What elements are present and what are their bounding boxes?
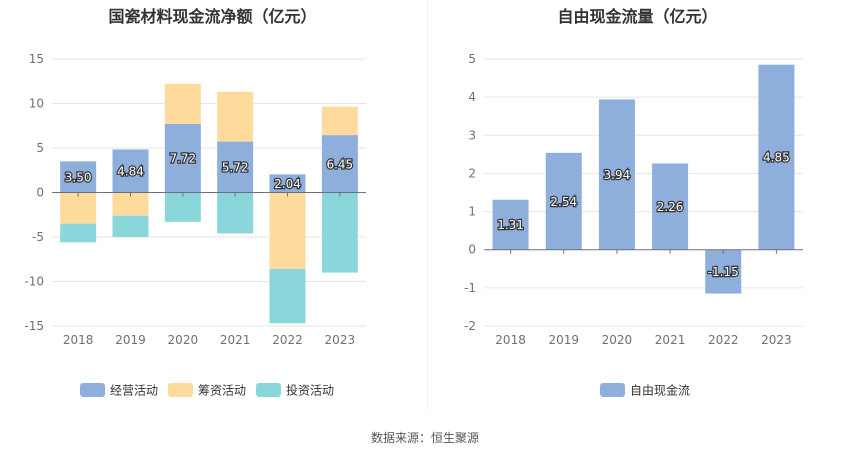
chart2-y-tick-label: -2 xyxy=(464,319,476,333)
chart1-y-tick-label: -5 xyxy=(32,230,44,244)
chart2-y-tick-label: 1 xyxy=(468,205,476,219)
chart1-bar-筹资活动-2020 xyxy=(164,83,201,124)
chart2-bar-自由现金流-2021 xyxy=(652,163,689,250)
chart1-bar-经营活动-2019 xyxy=(112,149,149,193)
chart2-x-tick-label: 2022 xyxy=(708,333,739,347)
chart1-y-tick-label: 10 xyxy=(29,97,44,111)
chart1-bar-经营活动-2022 xyxy=(269,174,306,193)
chart2-x-tick-label: 2023 xyxy=(761,333,792,347)
chart2-data-label: 2.26 xyxy=(657,200,684,214)
chart1-bar-经营活动-2021 xyxy=(217,141,254,193)
chart2-bar-自由现金流-2018 xyxy=(492,199,529,250)
chart1-bar-筹资活动-2022 xyxy=(269,192,306,270)
chart1-bar-筹资活动-2018 xyxy=(60,192,97,224)
chart1-bar-筹资活动-2023 xyxy=(321,106,358,136)
chart-divider xyxy=(427,0,428,410)
chart1-legend-swatch xyxy=(80,383,105,397)
chart1-x-tick-label: 2022 xyxy=(272,333,303,347)
chart1-x-tick-label: 2023 xyxy=(325,333,356,347)
chart1-x-tick-label: 2018 xyxy=(63,333,94,347)
chart1-x-tick-label: 2019 xyxy=(115,333,146,347)
chart1-data-label: 6.45 xyxy=(326,157,353,171)
chart1-legend-swatch xyxy=(256,383,281,397)
chart1-bar-筹资活动-2021 xyxy=(217,91,254,142)
chart1-bar-经营活动-2018 xyxy=(60,161,97,193)
chart1-bar-经营活动-2020 xyxy=(164,123,201,193)
chart2-bar-自由现金流-2023 xyxy=(758,64,795,250)
chart2-bar-自由现金流-2022 xyxy=(705,249,742,294)
chart1-x-tick-label: 2021 xyxy=(220,333,251,347)
chart1-data-label: 5.72 xyxy=(222,161,249,175)
chart2-legend-label: 自由现金流 xyxy=(630,383,690,398)
chart2-data-label: -1.15 xyxy=(708,265,739,279)
chart2-data-label: 2.54 xyxy=(550,195,577,209)
chart1-bar-投资活动-2018 xyxy=(60,223,97,243)
chart2-x-tick-label: 2021 xyxy=(655,333,686,347)
chart1-data-label: 3.50 xyxy=(65,170,92,184)
data-source-note: 数据来源：恒生聚源 xyxy=(370,431,479,445)
chart2-y-tick-label: -1 xyxy=(464,281,476,295)
chart1-y-tick-label: -10 xyxy=(24,275,44,289)
chart1-bar-投资活动-2023 xyxy=(321,192,358,273)
chart1-y-tick-label: 15 xyxy=(29,52,44,66)
chart2-y-tick-label: 5 xyxy=(468,52,476,66)
chart1-y-tick-label: -15 xyxy=(24,319,44,333)
chart2-data-label: 4.85 xyxy=(763,151,790,165)
chart1-y-tick-label: 5 xyxy=(36,141,44,155)
chart2-x-tick-label: 2019 xyxy=(548,333,579,347)
chart2-bar-自由现金流-2019 xyxy=(545,152,582,250)
chart1-bar-投资活动-2019 xyxy=(112,215,149,237)
chart1-data-label: 7.72 xyxy=(169,152,196,166)
chart2-data-label: 3.94 xyxy=(604,168,631,182)
chart1-bar-投资活动-2022 xyxy=(269,269,306,324)
chart1-bar-经营活动-2023 xyxy=(321,135,358,193)
chart1-x-tick-label: 2020 xyxy=(168,333,199,347)
chart2-x-tick-label: 2018 xyxy=(495,333,526,347)
chart1-legend-label: 投资活动 xyxy=(286,383,334,398)
left-chart-title: 国瓷材料现金流净额（亿元） xyxy=(108,7,317,26)
chart2-y-tick-label: 4 xyxy=(468,90,476,104)
chart1-y-tick-label: 0 xyxy=(36,186,44,200)
chart1-bar-投资活动-2020 xyxy=(164,192,201,222)
chart1-bar-投资活动-2021 xyxy=(217,192,254,234)
chart1-legend-label: 筹资活动 xyxy=(198,384,246,398)
right-chart-title: 自由现金流量（亿元） xyxy=(557,7,718,26)
chart1-legend-swatch xyxy=(168,383,193,397)
chart2-bar-自由现金流-2020 xyxy=(598,99,635,250)
chart1-bar-筹资活动-2019 xyxy=(112,192,149,216)
chart1-legend-label: 经营活动 xyxy=(110,384,158,398)
chart2-y-tick-label: 3 xyxy=(468,128,476,142)
chart2-legend-swatch xyxy=(600,383,625,397)
chart2-data-label: 1.31 xyxy=(497,218,524,232)
chart2-x-tick-label: 2020 xyxy=(602,333,633,347)
chart1-data-label: 4.84 xyxy=(117,164,144,178)
chart1-data-label: 2.04 xyxy=(274,177,301,191)
chart2-y-tick-label: 0 xyxy=(468,243,476,257)
chart2-y-tick-label: 2 xyxy=(468,166,476,180)
